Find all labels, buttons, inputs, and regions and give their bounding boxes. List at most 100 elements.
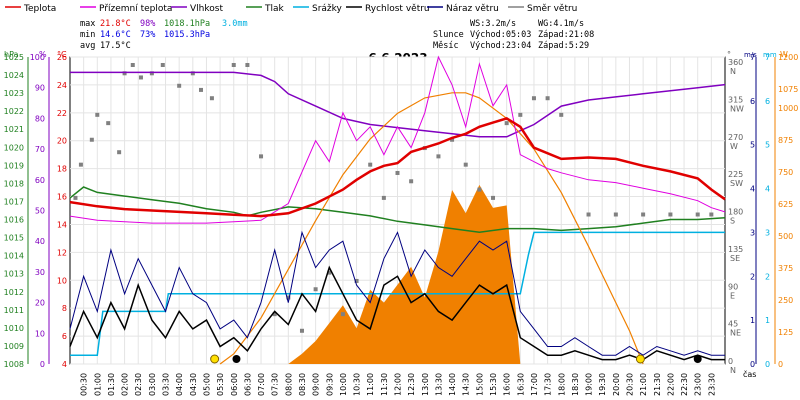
time-tick-label: 13:00 xyxy=(421,373,430,396)
axis-solar-tick: 1200 xyxy=(778,53,798,62)
axis-pressure-tick: 1014 xyxy=(4,252,24,261)
legend-naraz-vetru: Náraz větru xyxy=(446,4,499,14)
axis-temperature-tick: 6 xyxy=(62,332,67,341)
time-tick-label: 09:00 xyxy=(312,373,321,396)
legend-tlak: Tlak xyxy=(264,4,285,14)
axis-temperature-tick: 26 xyxy=(57,53,67,62)
axis-solar-tick: 625 xyxy=(778,200,793,209)
series-solar xyxy=(219,92,644,365)
axis-temperature-tick: 14 xyxy=(57,220,67,229)
axis-direction-tick: E xyxy=(730,291,735,300)
time-tick-label: 08:30 xyxy=(298,373,307,396)
direction-point xyxy=(209,96,214,101)
stats-avg-label: avg xyxy=(80,41,95,51)
time-tick-label: 18:30 xyxy=(571,373,580,396)
axis-direction-tick: 45 xyxy=(728,320,738,329)
time-tick-label: 19:30 xyxy=(598,373,607,396)
direction-point xyxy=(586,212,591,217)
legend-vlhkost: Vlhkost xyxy=(190,4,223,14)
direction-point xyxy=(190,71,195,76)
direction-point xyxy=(559,112,564,117)
direction-point xyxy=(259,154,264,159)
time-tick-label: 14:30 xyxy=(462,373,471,396)
axis-unit-time: čas xyxy=(743,369,756,379)
stats-avg-temp: 17.5°C xyxy=(100,41,131,51)
axis-wind-tick: 1 xyxy=(750,316,755,325)
time-tick-label: 06:00 xyxy=(230,373,239,396)
direction-point xyxy=(641,212,646,217)
direction-point xyxy=(709,212,714,217)
axis-temperature-tick: 8 xyxy=(62,304,67,313)
time-tick-label: 10:30 xyxy=(353,373,362,396)
series-rain xyxy=(70,231,725,356)
moon-marker xyxy=(232,355,241,363)
axis-temperature-tick: 20 xyxy=(57,137,67,146)
time-tick-label: 09:30 xyxy=(325,373,334,396)
time-tick-label: 16:30 xyxy=(516,373,525,396)
stats-max-label: max xyxy=(80,19,95,29)
time-tick-label: 00:30 xyxy=(80,373,89,396)
axis-solar-tick: 1075 xyxy=(778,85,798,94)
axis-humidity-tick: 100 xyxy=(30,53,45,62)
direction-point xyxy=(436,154,441,159)
time-tick-label: 17:30 xyxy=(544,373,553,396)
direction-point xyxy=(395,170,400,175)
time-tick-label: 14:00 xyxy=(448,373,457,396)
direction-point xyxy=(368,162,373,167)
axis-pressure-tick: 1017 xyxy=(4,197,24,206)
axis-direction-tick: 360 xyxy=(728,58,743,67)
series-pressure xyxy=(69,186,726,233)
axis-temperature-tick: 16 xyxy=(57,193,67,202)
time-tick-label: 20:30 xyxy=(625,373,634,396)
time-axis-labels: 00:30 01:00 01:30 02:00 02:30 03:00 03:30 04:00… xyxy=(80,373,717,396)
axis-direction-tick: N xyxy=(730,366,736,375)
legend-rychlost-vetru: Rychlost větru xyxy=(365,4,430,14)
axis-solar-tick: 750 xyxy=(778,168,793,177)
time-tick-label: 06:30 xyxy=(243,373,252,396)
axis-humidity-tick: 70 xyxy=(35,145,45,154)
info-block: WS:3.2m/s WG:4.1m/s Slunce Východ:05:03 … xyxy=(433,19,594,51)
axis-unit-pressure: hPa xyxy=(4,50,19,59)
direction-point xyxy=(695,212,700,217)
series-temp xyxy=(69,117,726,218)
axis-direction-tick: 315 xyxy=(728,95,743,104)
axis-solar-tick: 875 xyxy=(778,136,793,145)
axis-wind-tick: 4 xyxy=(750,185,755,194)
axis-wind-tick: 5 xyxy=(750,141,755,150)
direction-point xyxy=(117,150,122,155)
legend-srazky: Srážky xyxy=(312,4,343,14)
axis-humidity-tick: 60 xyxy=(35,176,45,185)
time-tick-label: 08:00 xyxy=(284,373,293,396)
axis-humidity-tick: 90 xyxy=(35,84,45,93)
axis-humidity-tick: 80 xyxy=(35,114,45,123)
direction-point xyxy=(613,212,618,217)
axis-temperature-tick: 12 xyxy=(57,248,67,257)
direction-point xyxy=(354,278,359,283)
axis-direction-tick: 180 xyxy=(728,208,743,217)
legend: Teplota Přízemní teplota Vlhkost Tlak Sr… xyxy=(5,4,577,14)
direction-point xyxy=(286,295,291,300)
direction-point xyxy=(477,187,482,192)
axis-unit-humidity: % xyxy=(39,50,47,59)
axis-direction-tick: NW xyxy=(730,104,744,113)
axis-temperature-tick: 18 xyxy=(57,165,67,174)
axis-pressure-tick: 1018 xyxy=(4,179,24,188)
direction-point xyxy=(138,75,143,80)
direction-point xyxy=(409,179,414,184)
time-tick-label: 02:30 xyxy=(134,373,143,396)
axis-pressure-tick: 1008 xyxy=(4,360,24,369)
time-tick-label: 19:00 xyxy=(585,373,594,396)
direction-point xyxy=(504,121,509,126)
axis-direction-tick: 0 xyxy=(728,357,733,366)
axis-direction-tick: 135 xyxy=(728,245,743,254)
axis-pressure-tick: 1012 xyxy=(4,288,24,297)
time-tick-label: 23:30 xyxy=(707,373,716,396)
time-tick-label: 12:00 xyxy=(394,373,403,396)
series-wind xyxy=(69,265,725,361)
axis-wind-tick: 0 xyxy=(750,360,755,369)
axis-humidity-tick: 50 xyxy=(35,207,45,216)
axis-direction-tick: 225 xyxy=(728,170,743,179)
time-tick-label: 20:00 xyxy=(612,373,621,396)
axis-pressure-tick: 1021 xyxy=(4,125,24,134)
time-tick-label: 16:00 xyxy=(503,373,512,396)
